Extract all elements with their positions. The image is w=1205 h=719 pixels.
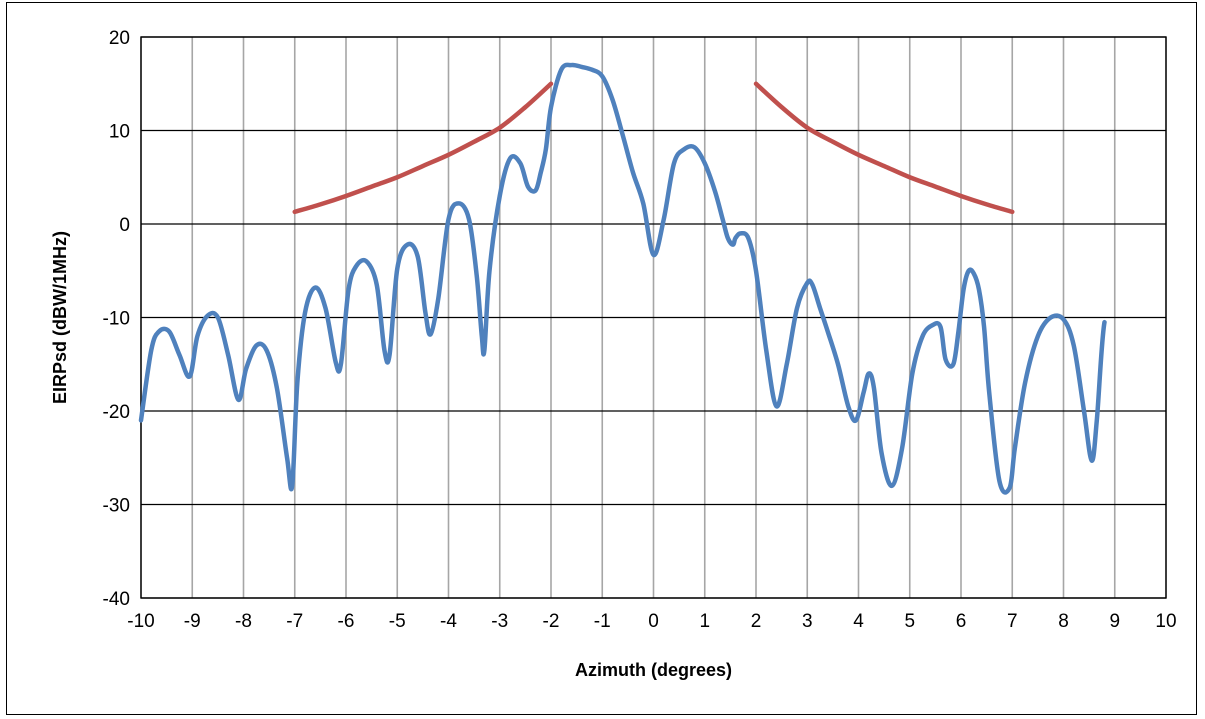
x-tick-label: 1 [699,611,710,632]
y-axis-title: EIRPsd (dBW/1MHz) [50,231,70,404]
x-tick-label: 7 [1007,611,1018,632]
x-tick-label: -1 [594,611,611,632]
plot-area-border [140,36,1167,599]
x-tick-label: 0 [648,611,659,632]
x-tick-label: 10 [1155,611,1176,632]
x-tick-label: 9 [1109,611,1120,632]
x-tick-label: -9 [184,611,201,632]
x-tick-label: 2 [751,611,762,632]
x-tick-label: 8 [1058,611,1069,632]
series-layer [138,62,1107,495]
y-tick-label: -20 [103,402,130,423]
x-tick-label: -3 [491,611,508,632]
x-axis-title: Azimuth (degrees) [575,660,732,680]
x-tick-label: 6 [956,611,967,632]
x-tick-label: -10 [127,611,154,632]
antenna-pattern-line [138,62,1107,495]
y-tick-label: -10 [103,309,130,330]
x-tick-label: -8 [235,611,252,632]
x-tick-label: 3 [802,611,813,632]
grid-layer [140,36,1167,599]
tick-labels: -10 -9 -8 -7 -6 -5 -4 -3 -2 -1 0 1 2 3 4 5 6 7 8 9 10-40-30-… [103,28,1177,632]
mask-right-line [753,81,1015,215]
x-tick-label: -4 [440,611,457,632]
y-tick-label: -40 [103,589,130,610]
y-tick-label: 20 [109,28,130,49]
y-tick-label: 10 [109,122,130,143]
x-tick-label: 4 [853,611,864,632]
y-tick-label: -30 [103,496,130,517]
y-tick-label: 0 [119,215,130,236]
x-tick-label: -2 [543,611,560,632]
x-tick-label: -6 [338,611,355,632]
mask-left-line [292,81,554,215]
x-tick-label: -5 [389,611,406,632]
x-tick-label: 5 [904,611,915,632]
x-tick-label: -7 [286,611,303,632]
